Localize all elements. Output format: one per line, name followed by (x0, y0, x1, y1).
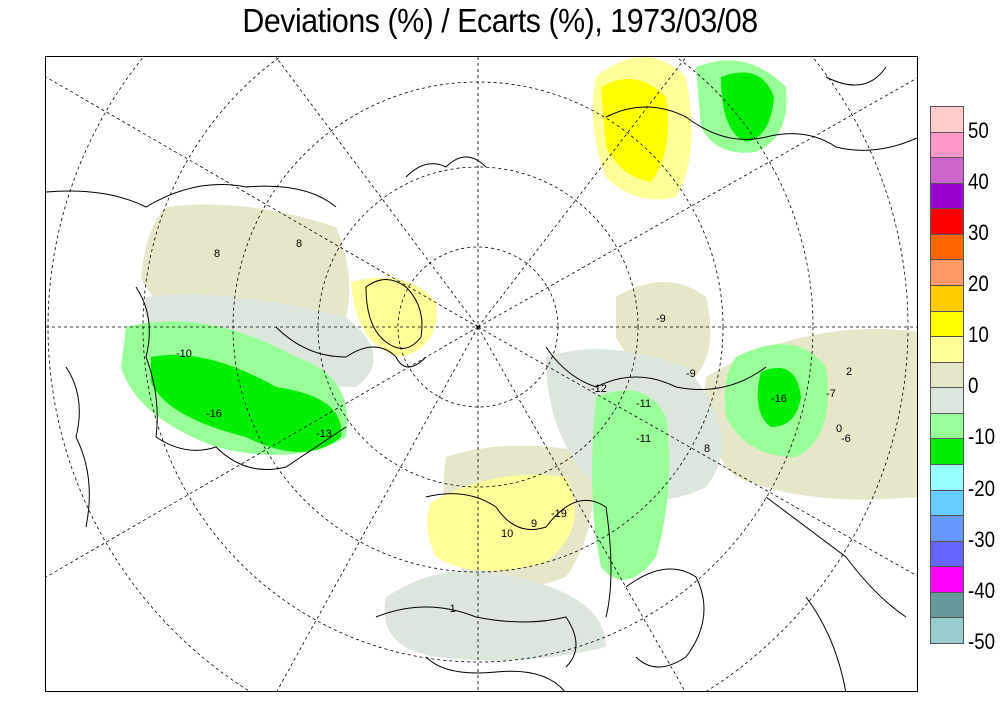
legend-swatch (930, 489, 964, 517)
field-green-north-america (151, 355, 342, 452)
legend-swatch (930, 387, 964, 414)
legend-label: -20 (968, 475, 996, 501)
contour-label: -13 (316, 428, 332, 440)
contour-label: -16 (206, 408, 222, 420)
contour-label: 10 (501, 528, 513, 540)
contour-label: -16 (771, 393, 787, 405)
legend-swatch (930, 515, 964, 542)
coastlines (46, 66, 917, 691)
contour-label: -19 (551, 508, 567, 520)
contour-label: 0 (836, 423, 842, 435)
contour-label: -6 (841, 433, 851, 445)
contour-label: -11 (636, 433, 651, 445)
contour-label: -11 (636, 398, 651, 410)
field-yellow-greenland (351, 277, 437, 357)
legend-swatch (930, 285, 964, 312)
legend-swatch (930, 361, 964, 389)
legend-label: -30 (968, 526, 996, 552)
legend-swatch (930, 208, 964, 235)
field-green-east-asia (757, 367, 801, 427)
contour-label: 8 (704, 443, 710, 455)
legend-swatch (930, 540, 964, 568)
field-yellow-core-bering (601, 79, 669, 182)
legend-label: 30 (968, 219, 989, 245)
legend-label: 50 (968, 117, 989, 143)
legend-label: -50 (968, 629, 996, 654)
contour-label: 8 (296, 238, 302, 250)
legend-swatch (930, 412, 964, 440)
legend-swatch (930, 233, 964, 261)
legend-label: 10 (968, 322, 989, 348)
legend-swatch (930, 310, 964, 338)
contour-label: -7 (826, 388, 836, 400)
legend-label: 20 (968, 271, 989, 296)
contour-label: -9 (686, 368, 696, 380)
field-lightgreen-central-asia (592, 390, 670, 580)
legend-label: -40 (968, 577, 996, 603)
contour-label: 8 (214, 248, 220, 260)
map-frame: 8 8 -10 -16 -13 -9 -16 -11 -11 -9 -12 -6… (45, 56, 918, 692)
contour-label: -9 (656, 313, 666, 325)
legend-swatch (930, 157, 964, 184)
graticule (46, 57, 917, 691)
contour-label: -10 (176, 348, 192, 360)
contour-label: 9 (531, 518, 537, 530)
contour-label: -12 (591, 383, 607, 395)
legend-swatch (930, 591, 964, 619)
contour-label: -1 (446, 603, 456, 615)
anomaly-fields (121, 57, 917, 661)
color-legend (930, 106, 964, 644)
map-title: Deviations (%) / Ecarts (%), 1973/03/08 (242, 2, 758, 39)
legend-swatch (930, 617, 964, 644)
contour-label: 2 (846, 366, 852, 378)
legend-swatch (930, 106, 964, 133)
legend-swatch (930, 438, 964, 465)
legend-swatch (930, 336, 964, 363)
legend-swatch (930, 131, 964, 159)
legend-label: 0 (968, 373, 979, 399)
field-grey-mediterranean (384, 570, 606, 661)
field-green-pacific (721, 72, 774, 142)
legend-swatch (930, 259, 964, 286)
legend-swatch (930, 182, 964, 210)
legend-swatch (930, 566, 964, 593)
field-yellow-europe (427, 474, 575, 571)
legend-label: -10 (968, 424, 996, 450)
legend-label: 40 (968, 168, 989, 194)
polar-map: 8 8 -10 -16 -13 -9 -16 -11 -11 -9 -12 -6… (46, 57, 917, 691)
contour-labels: 8 8 -10 -16 -13 -9 -16 -11 -11 -9 -12 -6… (176, 238, 852, 615)
legend-swatch (930, 464, 964, 491)
